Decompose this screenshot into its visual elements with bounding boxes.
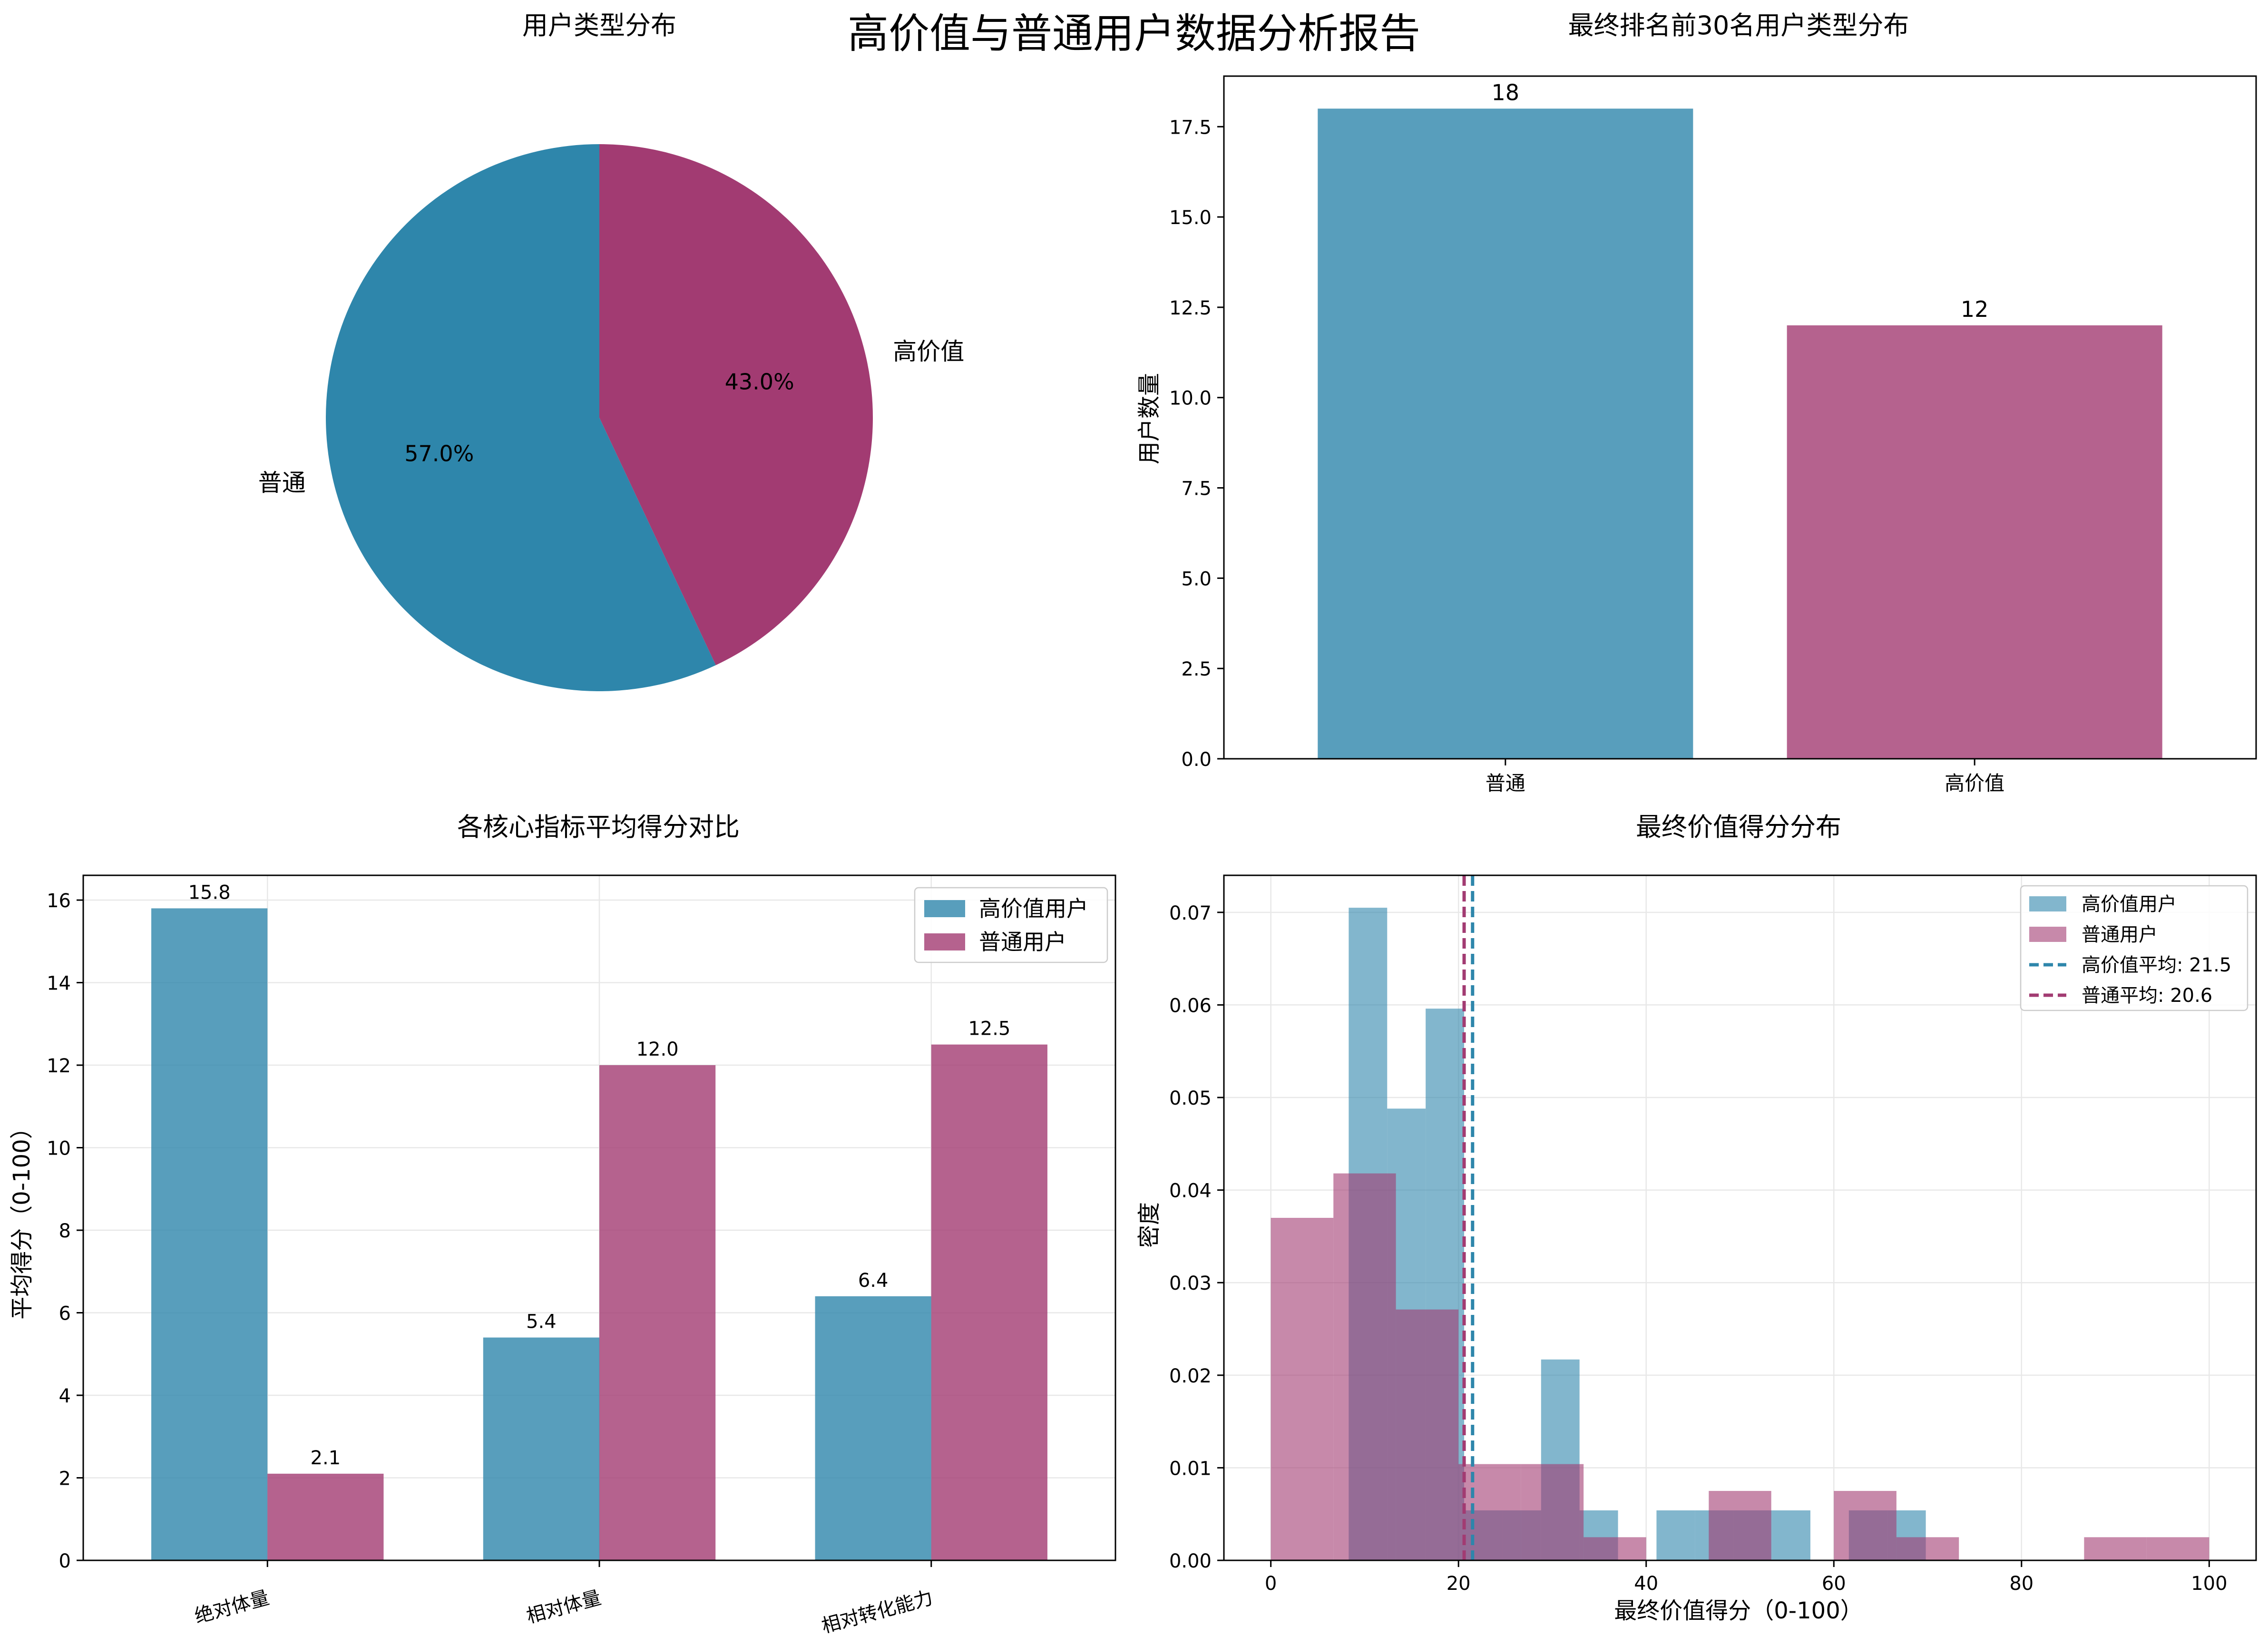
legend-label-1: 普通用户 [2082,924,2158,946]
bar-value-label-0: 18 [1492,79,1520,105]
y-tick-label-8: 16 [47,890,71,912]
metric-chart-title: 各核心指标平均得分对比 [457,812,740,842]
hist-bar-1-10 [1896,1537,1959,1560]
x-tick-label-1: 相对体量 [524,1587,603,1628]
bar-value-label-0-0: 15.8 [188,882,231,903]
hist-bar-0-8 [1656,1510,1695,1560]
x-tick-label-3: 60 [1822,1573,1846,1595]
y-tick-label-2: 0.02 [1169,1365,1212,1387]
y-tick-label-4: 8 [59,1220,71,1242]
pie-slice-1 [325,144,716,691]
y-tick-label-2: 5.0 [1181,568,1212,590]
bar-1 [1787,325,2162,759]
bar-1-1 [599,1065,716,1560]
x-tick-label-2: 40 [1634,1573,1658,1595]
y-tick-label-3: 7.5 [1181,478,1212,500]
y-tick-label-2: 4 [59,1385,71,1407]
y-tick-label-5: 10 [47,1138,71,1160]
y-tick-label-7: 0.07 [1169,902,1212,924]
legend-label-0: 高价值用户 [979,896,1088,921]
bar-value-label-1-1: 12.0 [636,1038,679,1060]
y-tick-label-6: 0.06 [1169,995,1212,1017]
x-tick-label-1: 20 [1447,1573,1471,1595]
metric-comparison-chart-panel: 各核心指标平均得分对比 平均得分（0-100） 0 2 4 6 8 10 12 14 16 15.… [9,812,1116,1636]
hist-bar-1-2 [1396,1309,1459,1560]
pie-slice-pct-0: 43.0% [725,369,794,395]
hist-bar-1-4 [1521,1464,1584,1560]
y-tick-label-5: 12.5 [1169,297,1212,319]
y-tick-label-1: 0.01 [1169,1458,1212,1479]
pie-chart-title: 用户类型分布 [522,10,676,40]
y-tick-label-7: 17.5 [1169,117,1212,138]
legend-label-1: 普通用户 [979,929,1066,955]
legend-swatch-0 [2029,896,2066,911]
score-histogram-panel: 最终价值得分分布 最终价值得分（0-100） 密度 0.00 0.01 0.02 0.… [1136,812,2257,1624]
pie-slice-label-0: 高价值 [893,338,964,365]
bar-0-2 [815,1296,931,1560]
pie-chart-panel: 用户类型分布 高价值 43.0% 普通 57.0% [258,10,964,691]
bar-value-label-0-1: 5.4 [526,1311,557,1333]
bar-0-1 [483,1337,599,1560]
legend-swatch-1 [2029,927,2066,942]
x-tick-label-5: 100 [2191,1573,2227,1595]
top30-chart-title: 最终排名前30名用户类型分布 [1568,10,1909,40]
y-tick-label-0: 0 [59,1550,71,1572]
y-tick-label-3: 0.03 [1169,1273,1212,1294]
bar-1-2 [931,1044,1047,1560]
hist-bar-1-14 [2146,1537,2209,1560]
y-tick-label-0: 0.0 [1181,749,1212,771]
x-tick-label-0: 普通 [1486,772,1525,795]
hist-bar-1-7 [1709,1491,1771,1560]
y-tick-label-5: 0.05 [1169,1087,1212,1109]
bar-value-label-1: 12 [1961,296,1989,322]
y-tick-label-3: 6 [59,1303,71,1325]
top30-y-axis-label: 用户数量 [1136,373,1163,464]
bar-value-label-0-2: 6.4 [858,1270,889,1292]
bar-1-0 [267,1473,384,1560]
figure-title: 高价值与普通用户数据分析报告 [848,10,1420,58]
y-tick-label-6: 15.0 [1169,207,1212,229]
hist-bar-1-1 [1333,1173,1396,1560]
metric-y-axis-label: 平均得分（0-100） [9,1116,35,1319]
y-tick-label-6: 12 [47,1055,71,1077]
x-tick-label-1: 高价值 [1945,772,2004,795]
plot-frame [1223,75,2257,760]
hist-bar-1-5 [1584,1537,1646,1560]
histogram-y-axis-label: 密度 [1136,1202,1163,1248]
x-tick-label-4: 80 [2009,1573,2033,1595]
y-tick-label-0: 0.00 [1169,1550,1212,1572]
legend-box [2020,885,2248,1011]
legend-mean-label-1: 普通平均: 20.6 [2082,985,2212,1007]
x-tick-label-2: 相对转化能力 [819,1587,935,1636]
x-tick-label-0: 0 [1265,1573,1277,1595]
y-tick-label-4: 0.04 [1169,1180,1212,1202]
plot-frame [82,874,1116,1561]
legend-mean-label-0: 高价值平均: 21.5 [2082,954,2231,976]
bar-0-0 [151,908,268,1560]
y-tick-label-1: 2 [59,1468,71,1490]
y-tick-label-4: 10.0 [1169,388,1212,410]
pie-slice-pct-1: 57.0% [404,441,474,466]
y-tick-label-7: 14 [47,973,71,995]
legend-swatch-0 [924,900,965,917]
histogram-x-axis-label: 最终价值得分（0-100） [1614,1597,1863,1624]
top30-bar-chart-panel: 最终排名前30名用户类型分布 用户数量 18 普通 12 高价值 0.0 2.5 5.0 7.… [1136,10,2257,795]
plot-frame [1223,874,2257,1561]
hist-bar-1-3 [1458,1464,1521,1560]
hist-bar-1-13 [2084,1537,2147,1560]
pie-slice-0 [599,144,873,666]
hist-bar-1-0 [1271,1218,1334,1560]
legend-label-0: 高价值用户 [2082,893,2177,915]
bar-value-label-1-0: 2.1 [311,1447,341,1469]
pie-slice-label-1: 普通 [258,469,306,497]
bar-value-label-1-2: 12.5 [968,1018,1010,1040]
x-tick-label-0: 绝对体量 [192,1587,271,1628]
hist-bar-1-9 [1834,1491,1897,1560]
histogram-title: 最终价值得分分布 [1636,812,1841,842]
y-tick-label-1: 2.5 [1181,658,1212,680]
bar-0 [1318,108,1693,759]
hist-bar-0-11 [1772,1510,1810,1560]
legend-swatch-1 [924,933,965,950]
